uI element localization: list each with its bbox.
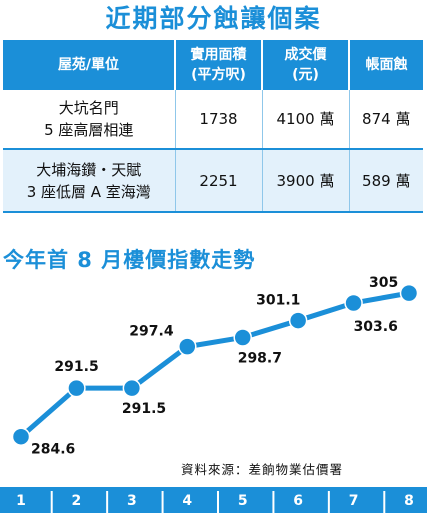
estate-name: 大坑名門 xyxy=(58,99,119,117)
x-axis-band xyxy=(0,487,427,513)
page-title: 近期部分蝕讓個案 xyxy=(105,4,322,33)
x-tick-label: 7 xyxy=(349,493,359,509)
x-tick-label: 1 xyxy=(16,493,26,509)
data-label: 297.4 xyxy=(129,324,174,340)
data-point xyxy=(67,378,86,398)
cell-loss: 589 萬 xyxy=(349,149,423,213)
cell-loss: 874 萬 xyxy=(349,90,423,150)
source-note: 資料來源：差餉物業估價署 xyxy=(181,462,344,477)
data-point xyxy=(344,293,363,313)
unit-desc: 3 座低層 A 室海灣 xyxy=(26,182,151,201)
header-area: 實用面積 (平方呎) xyxy=(175,40,263,90)
table-row: 大坑名門 5 座高層相連 1738 4100 萬 874 萬 xyxy=(3,90,423,150)
data-label: 291.5 xyxy=(122,401,166,417)
header-price-text: 成交價 (元) xyxy=(284,47,327,83)
x-tick-label: 5 xyxy=(238,493,248,509)
x-tick-label: 3 xyxy=(127,493,137,509)
data-label: 291.5 xyxy=(54,359,98,375)
price-index-chart: 284.6 291.5 291.5 297.4 298.7 301.1 303.6 305 1 2… xyxy=(11,275,419,513)
cases-table: 屋苑/單位 實用面積 (平方呎) 成交價 (元) 帳面蝕 大坑名門 5 座高層相… xyxy=(3,40,423,213)
data-point xyxy=(288,311,308,330)
cell-estate-unit: 大坑名門 5 座高層相連 xyxy=(3,90,176,150)
cell-area: 1738 xyxy=(175,90,263,150)
table-row: 大埔海鑽・天賦 3 座低層 A 室海灣 2251 3900 萬 589 萬 xyxy=(3,149,423,213)
data-point xyxy=(11,427,31,446)
x-tick-label: 6 xyxy=(293,493,303,509)
x-tick-label: 2 xyxy=(72,493,82,509)
header-price: 成交價 (元) xyxy=(262,40,350,90)
cell-area: 2251 xyxy=(175,149,263,213)
unit-desc: 5 座高層相連 xyxy=(44,121,134,139)
cell-price: 3900 萬 xyxy=(262,149,350,213)
header-loss: 帳面蝕 xyxy=(349,40,423,90)
chart-title: 今年首 8 月樓價指數走勢 xyxy=(3,248,256,272)
header-area-text: 實用面積 (平方呎) xyxy=(190,47,247,83)
cell-estate-unit: 大埔海鑽・天賦 3 座低層 A 室海灣 xyxy=(3,149,176,213)
data-point xyxy=(178,337,197,356)
data-label: 305 xyxy=(369,275,398,291)
header-estate-unit: 屋苑/單位 xyxy=(3,40,176,90)
cell-price: 4100 萬 xyxy=(262,90,350,150)
data-label: 301.1 xyxy=(256,293,300,309)
data-point xyxy=(233,328,252,347)
table-header-row: 屋苑/單位 實用面積 (平方呎) 成交價 (元) 帳面蝕 xyxy=(3,40,423,90)
data-point xyxy=(122,378,142,398)
data-point xyxy=(399,283,419,303)
x-tick-label: 8 xyxy=(404,493,414,509)
data-label: 284.6 xyxy=(31,442,75,458)
x-tick-label: 4 xyxy=(182,493,192,509)
data-label: 303.6 xyxy=(354,319,398,335)
estate-name: 大埔海鑽・天賦 xyxy=(36,160,142,179)
data-label: 298.7 xyxy=(238,350,282,366)
